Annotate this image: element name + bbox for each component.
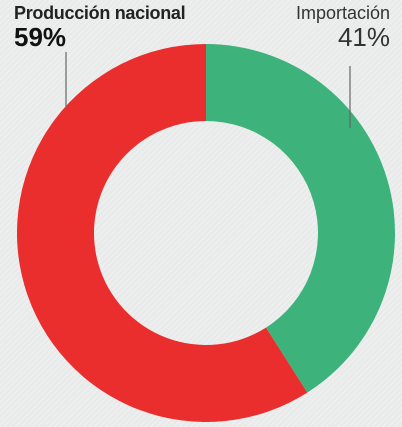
donut-slices [16, 44, 395, 423]
series-name-importacion: Importación [295, 3, 390, 23]
series-name-produccion: Producción nacional [14, 3, 186, 23]
slice-produccion-nacional [16, 44, 308, 423]
series-percent-importacion: 41% [337, 22, 390, 52]
label-produccion-nacional: Producción nacional 59% [14, 3, 186, 52]
series-percent-produccion: 59% [14, 22, 67, 52]
label-importacion: Importación 41% [296, 4, 390, 50]
slice-importacion [206, 44, 395, 393]
